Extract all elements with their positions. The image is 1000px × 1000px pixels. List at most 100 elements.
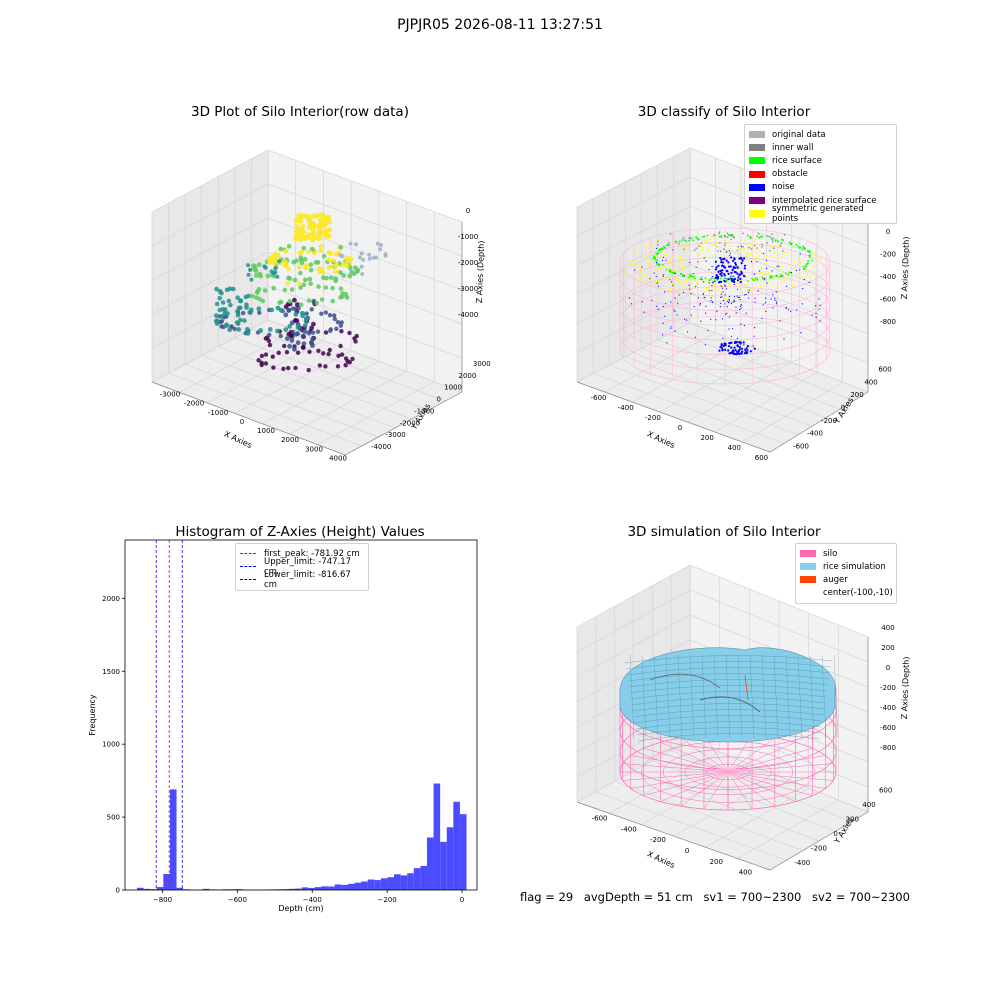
- data-point: [738, 296, 741, 298]
- data-point: [740, 304, 742, 306]
- data-point: [701, 279, 703, 281]
- data-point: [338, 270, 344, 276]
- z-tick-label: -600: [880, 295, 896, 303]
- legend-swatch: [749, 144, 765, 152]
- data-point: [750, 248, 753, 250]
- data-point: [702, 293, 705, 295]
- data-point: [733, 299, 735, 301]
- data-point: [793, 267, 796, 269]
- data-point: [734, 349, 737, 352]
- data-point: [757, 276, 760, 278]
- data-point: [645, 245, 648, 248]
- data-point: [259, 360, 264, 365]
- data-point: [776, 286, 779, 289]
- panel1-axes: -3000-2000-100001000200030004000-4000-30…: [151, 149, 491, 462]
- data-point: [343, 363, 348, 368]
- data-point: [730, 341, 733, 344]
- data-point: [254, 295, 259, 301]
- grid-line: [595, 791, 787, 861]
- data-point: [698, 252, 701, 255]
- data-point: [650, 243, 652, 246]
- x-tick-label: 0: [460, 896, 464, 904]
- data-point: [749, 350, 753, 353]
- data-point: [711, 276, 714, 278]
- data-point: [302, 329, 308, 334]
- data-point: [719, 306, 722, 308]
- data-point: [301, 341, 307, 346]
- data-point: [629, 260, 632, 263]
- data-point: [742, 274, 746, 277]
- data-point: [793, 261, 796, 263]
- y-tick-label: -400: [807, 430, 823, 438]
- data-point: [722, 256, 724, 259]
- data-point: [664, 247, 666, 249]
- data-point: [723, 280, 726, 283]
- grid-line: [151, 285, 463, 359]
- data-point: [681, 264, 684, 267]
- legend-item-rice-simulation: rice simulation: [800, 560, 892, 573]
- data-point: [296, 281, 302, 286]
- data-point: [755, 256, 758, 259]
- histogram-bar: [354, 882, 362, 890]
- data-point: [672, 284, 674, 286]
- data-point: [657, 239, 660, 242]
- data-point: [293, 229, 299, 235]
- data-point: [695, 285, 697, 288]
- data-point: [641, 301, 643, 303]
- data-point: [309, 246, 315, 252]
- status-line: flag = 29 avgDepth = 51 cm sv1 = 700~230…: [520, 890, 917, 904]
- z-tick-label: -800: [880, 744, 896, 752]
- data-point: [312, 250, 317, 256]
- data-point: [720, 274, 723, 277]
- z-tick-label: -1000: [458, 233, 478, 241]
- data-point: [745, 293, 747, 296]
- y-tick-label: 200: [846, 815, 859, 823]
- data-point: [710, 297, 712, 299]
- data-point: [684, 318, 686, 320]
- data-point: [270, 354, 275, 359]
- data-point: [341, 273, 347, 278]
- data-point: [791, 242, 793, 245]
- legend-label: inner wall: [772, 142, 814, 153]
- data-point: [728, 316, 731, 318]
- data-point: [705, 287, 708, 290]
- legend-label: rice simulation: [823, 561, 886, 572]
- data-point: [743, 283, 745, 286]
- grid-line: [576, 564, 869, 638]
- data-point: [724, 284, 726, 286]
- legend-swatch: [240, 553, 256, 555]
- data-point: [309, 221, 315, 227]
- mesh-line: [624, 655, 833, 664]
- data-point: [725, 250, 728, 253]
- data-point: [302, 256, 308, 262]
- data-point: [282, 287, 288, 293]
- silo-line: [660, 771, 729, 802]
- data-point: [654, 258, 657, 261]
- data-point: [750, 243, 753, 246]
- data-point: [659, 286, 662, 289]
- data-point: [360, 272, 365, 276]
- grid-line: [251, 328, 446, 402]
- data-point: [714, 234, 716, 236]
- data-point: [275, 328, 280, 334]
- silo-line: [727, 737, 776, 773]
- data-point: [740, 347, 744, 350]
- plot-frame: [124, 539, 478, 891]
- data-point: [336, 353, 341, 358]
- data-point: [727, 345, 731, 348]
- data-point: [666, 342, 668, 344]
- data-point: [754, 327, 756, 329]
- data-point: [776, 265, 778, 267]
- data-point: [338, 323, 343, 328]
- data-point: [727, 242, 730, 244]
- z-tick-label: -200: [880, 684, 896, 692]
- data-point: [743, 257, 746, 260]
- data-point: [242, 318, 247, 323]
- data-point: [681, 266, 683, 269]
- data-point: [745, 312, 747, 314]
- data-point: [352, 265, 358, 271]
- data-point: [738, 346, 742, 349]
- data-point: [705, 260, 707, 262]
- data-point: [656, 253, 659, 256]
- data-point: [684, 239, 686, 242]
